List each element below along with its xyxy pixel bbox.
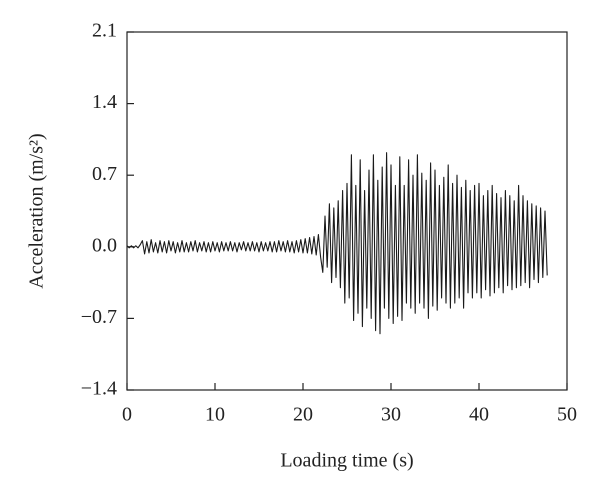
x-tick-label: 40 bbox=[469, 404, 489, 426]
plot-frame bbox=[126, 31, 568, 391]
x-tick-label: 0 bbox=[122, 404, 132, 426]
x-tick-label: 20 bbox=[293, 404, 313, 426]
y-tick-label: 2.1 bbox=[92, 20, 117, 42]
x-tick-label: 50 bbox=[557, 404, 577, 426]
x-axis-title: Loading time (s) bbox=[280, 450, 413, 472]
signal-line bbox=[126, 152, 548, 335]
y-axis-title: Acceleration (m/s²) bbox=[26, 133, 48, 288]
y-tick-label: 1.4 bbox=[92, 91, 117, 113]
x-tick-label: 10 bbox=[205, 404, 225, 426]
y-tick-label: −1.4 bbox=[81, 378, 117, 400]
y-tick-label: 0.7 bbox=[92, 163, 117, 185]
y-tick-label: −0.7 bbox=[81, 306, 117, 328]
x-tick-label: 30 bbox=[381, 404, 401, 426]
y-tick-label: 0.0 bbox=[92, 234, 117, 256]
